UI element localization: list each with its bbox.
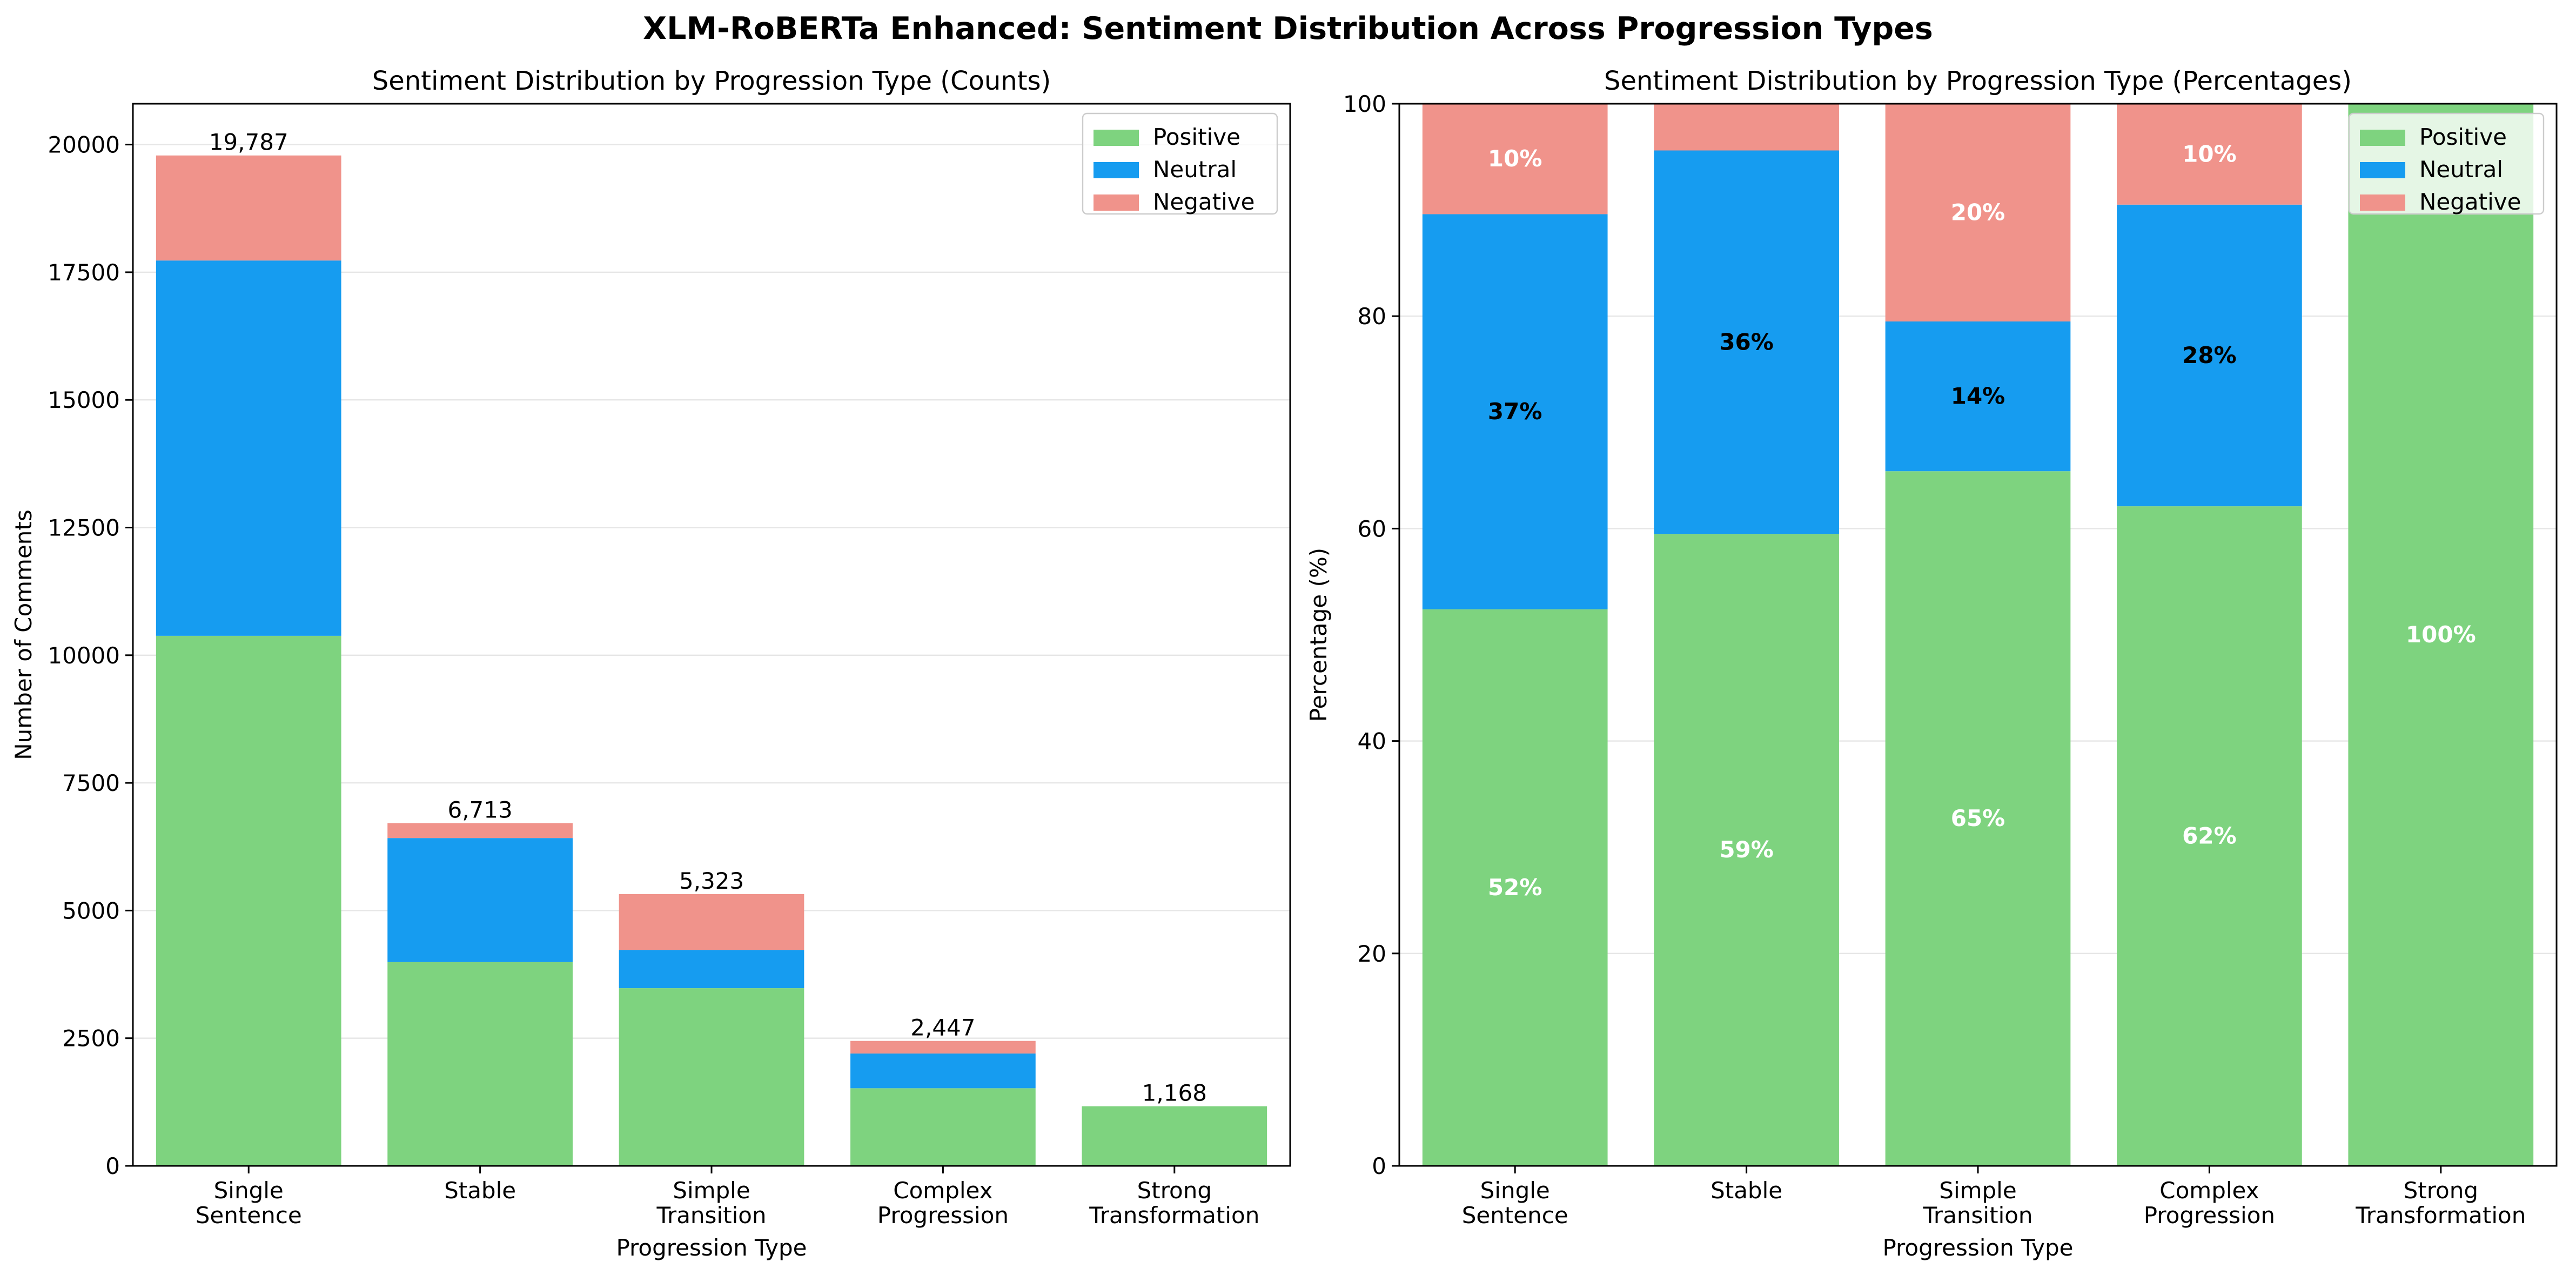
bar-negative: [156, 155, 341, 261]
total-label: 5,323: [679, 868, 744, 894]
data-label: 100%: [2406, 621, 2476, 648]
x-tick-label: Progression: [2144, 1202, 2275, 1229]
x-tick-label: Sentence: [1462, 1202, 1568, 1229]
y-tick-label: 10000: [48, 642, 120, 669]
total-label: 6,713: [447, 796, 512, 823]
legend-swatch-neutral: [2360, 162, 2405, 178]
data-label: 36%: [1719, 328, 1774, 355]
total-label: 2,447: [910, 1015, 975, 1041]
percentages-chart: Sentiment Distribution by Progression Ty…: [1305, 66, 2558, 1261]
y-tick-label: 5000: [62, 897, 120, 924]
x-tick-label: Progression: [877, 1202, 1009, 1229]
legend-swatch-neutral: [1094, 162, 1139, 178]
legend-label: Positive: [2419, 124, 2507, 150]
legend-swatch-negative: [2360, 194, 2405, 211]
bar-positive: [850, 1088, 1036, 1166]
x-tick-label: Strong: [2404, 1177, 2478, 1204]
total-label: 1,168: [1142, 1080, 1207, 1106]
counts-chart: Sentiment Distribution by Progression Ty…: [10, 66, 1291, 1261]
y-tick-label: 2500: [62, 1025, 120, 1052]
bar-positive: [156, 635, 341, 1166]
legend-label: Negative: [2419, 189, 2521, 215]
data-label: 37%: [1488, 398, 1542, 425]
y-tick-label: 12500: [48, 515, 120, 541]
x-tick-label: Strong: [1137, 1177, 1212, 1204]
x-tick-label: Single: [214, 1177, 284, 1204]
x-tick-label: Transformation: [1089, 1202, 1259, 1229]
bar-positive: [1885, 471, 2071, 1166]
y-tick-label: 0: [105, 1153, 120, 1179]
data-label: 52%: [1488, 874, 1542, 901]
bar-positive: [1422, 609, 1608, 1166]
data-label: 59%: [1719, 836, 1774, 863]
y-tick-label: 40: [1358, 728, 1386, 755]
y-tick-label: 80: [1358, 303, 1386, 330]
x-tick-label: Simple: [1939, 1177, 2016, 1204]
data-label: 65%: [1951, 805, 2005, 831]
bar-positive: [2117, 506, 2302, 1166]
y-axis-label: Percentage (%): [1305, 548, 1332, 722]
legend-swatch-positive: [1094, 130, 1139, 146]
bar-neutral: [850, 1053, 1036, 1089]
x-axis-label: Progression Type: [1882, 1234, 2073, 1261]
figure-title: XLM-RoBERTa Enhanced: Sentiment Distribu…: [643, 11, 1933, 46]
y-tick-label: 100: [1343, 91, 1386, 117]
bar-positive: [387, 962, 573, 1166]
data-label: 10%: [2182, 140, 2237, 167]
y-tick-label: 20000: [48, 132, 120, 158]
y-tick-label: 20: [1358, 941, 1386, 967]
bar-negative: [850, 1041, 1036, 1054]
bar-negative: [387, 823, 573, 838]
bar-neutral: [1654, 150, 1839, 534]
y-tick-label: 60: [1358, 515, 1386, 542]
x-tick-label: Sentence: [196, 1202, 302, 1229]
bar-positive: [1654, 534, 1839, 1166]
x-tick-label: Complex: [2159, 1177, 2259, 1204]
x-axis-label: Progression Type: [616, 1234, 807, 1261]
bar-negative: [1654, 104, 1839, 151]
x-tick-label: Transition: [656, 1202, 766, 1229]
x-tick-label: Stable: [1710, 1177, 1782, 1204]
x-tick-label: Transition: [1922, 1202, 2032, 1229]
y-tick-label: 15000: [48, 387, 120, 413]
legend-label: Positive: [1153, 124, 1240, 150]
bar-neutral: [387, 838, 573, 962]
bar-negative: [1422, 104, 1608, 214]
legend-label: Negative: [1153, 189, 1255, 215]
bar-positive: [1082, 1106, 1267, 1166]
data-label: 20%: [1951, 199, 2005, 226]
bar-negative: [619, 894, 804, 950]
y-tick-label: 17500: [48, 259, 120, 286]
legend-swatch-positive: [2360, 130, 2405, 146]
x-tick-label: Transformation: [2355, 1202, 2526, 1229]
bar-negative: [2117, 104, 2302, 205]
y-axis-label: Number of Comments: [10, 509, 37, 760]
chart-title: Sentiment Distribution by Progression Ty…: [372, 66, 1051, 96]
data-label: 14%: [1951, 383, 2005, 410]
bar-neutral: [2117, 204, 2302, 507]
y-tick-label: 7500: [62, 770, 120, 796]
x-tick-label: Simple: [673, 1177, 750, 1204]
x-tick-label: Complex: [893, 1177, 992, 1204]
legend-label: Neutral: [2419, 156, 2503, 183]
legend-swatch-negative: [1094, 194, 1139, 211]
bar-neutral: [156, 260, 341, 636]
bar-negative: [1885, 104, 2071, 322]
legend-label: Neutral: [1153, 156, 1237, 183]
bar-neutral: [1885, 321, 2071, 472]
data-label: 28%: [2182, 342, 2237, 368]
bar-neutral: [1422, 214, 1608, 609]
chart-title: Sentiment Distribution by Progression Ty…: [1604, 66, 2352, 96]
y-tick-label: 0: [1372, 1153, 1386, 1179]
bar-positive: [2348, 104, 2534, 1166]
bar-neutral: [619, 950, 804, 989]
total-label: 19,787: [209, 129, 289, 156]
data-label: 62%: [2182, 823, 2237, 849]
x-tick-label: Stable: [444, 1177, 516, 1204]
bar-positive: [619, 988, 804, 1166]
data-label: 10%: [1488, 145, 1542, 172]
x-tick-label: Single: [1480, 1177, 1550, 1204]
